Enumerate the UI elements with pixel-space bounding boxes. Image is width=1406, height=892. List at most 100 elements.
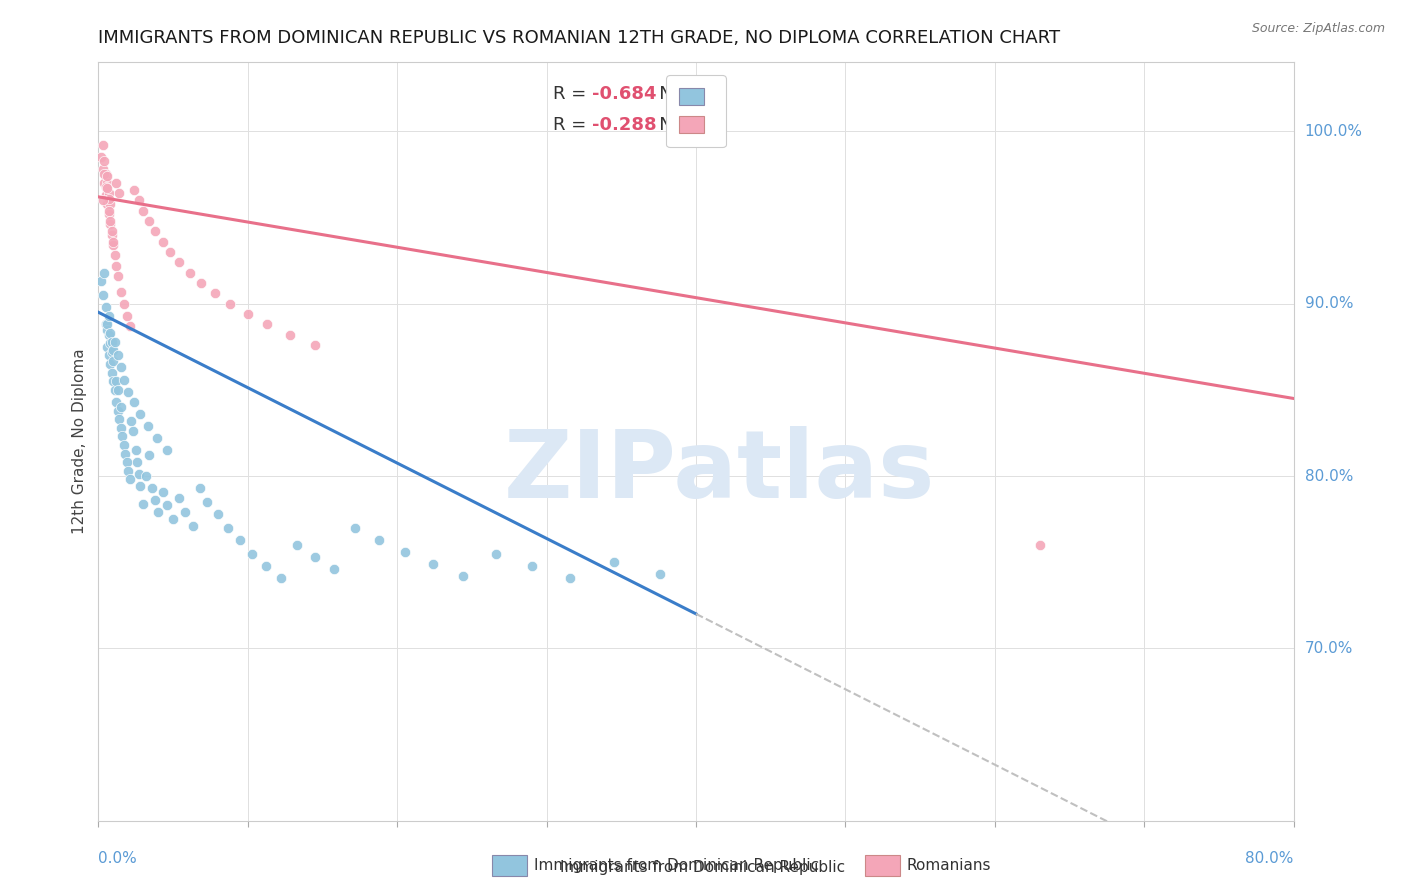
Point: [98, 357, 122, 371]
Point: [179, 266, 201, 280]
Point: [96, 169, 118, 184]
Point: [219, 296, 242, 310]
Point: [145, 431, 167, 445]
Point: [128, 194, 150, 208]
Point: [207, 507, 229, 521]
Point: [98, 214, 122, 228]
Text: 83: 83: [692, 86, 717, 103]
Point: [127, 455, 149, 469]
Point: [107, 383, 129, 397]
Point: [94, 168, 117, 182]
Point: [422, 557, 444, 571]
Point: [394, 545, 416, 559]
Point: [105, 374, 128, 388]
Point: [236, 307, 259, 321]
Point: [1028, 538, 1050, 552]
Point: [93, 176, 115, 190]
Point: [94, 300, 117, 314]
Point: [96, 181, 118, 195]
Point: [98, 326, 122, 340]
Point: [304, 549, 326, 564]
Point: [97, 309, 120, 323]
Point: [156, 498, 179, 512]
Point: [304, 338, 326, 352]
Text: -0.288: -0.288: [592, 116, 657, 134]
Text: N =: N =: [643, 86, 699, 103]
Text: ZIPatlas: ZIPatlas: [505, 425, 935, 518]
FancyBboxPatch shape: [865, 855, 900, 876]
Point: [101, 334, 124, 349]
Point: [344, 521, 367, 535]
Point: [107, 403, 129, 417]
Point: [254, 558, 277, 573]
Point: [96, 322, 118, 336]
Point: [124, 395, 146, 409]
Point: [97, 207, 120, 221]
Point: [101, 345, 124, 359]
Point: [138, 448, 160, 462]
Point: [129, 407, 152, 421]
Text: 90.0%: 90.0%: [1305, 296, 1353, 311]
Point: [104, 334, 127, 349]
Point: [107, 269, 129, 284]
Point: [93, 168, 115, 182]
Point: [104, 383, 127, 397]
Text: 51: 51: [692, 116, 717, 134]
Point: [97, 186, 120, 201]
Point: [136, 419, 159, 434]
Point: [97, 327, 120, 342]
Text: Immigrants from Dominican Republic: Immigrants from Dominican Republic: [561, 860, 845, 874]
Point: [650, 567, 672, 582]
Point: [117, 464, 139, 478]
Point: [115, 309, 138, 323]
Point: [96, 318, 118, 332]
Point: [174, 505, 197, 519]
Point: [91, 138, 114, 153]
Point: [152, 235, 174, 249]
Point: [93, 153, 115, 168]
Point: [112, 296, 135, 310]
Point: [124, 183, 146, 197]
Point: [125, 443, 148, 458]
Point: [96, 196, 118, 211]
Point: [141, 481, 163, 495]
Point: [105, 259, 128, 273]
Point: [110, 421, 132, 435]
Point: [143, 224, 166, 238]
Point: [103, 353, 125, 368]
Point: [167, 491, 190, 506]
Text: 70.0%: 70.0%: [1305, 640, 1353, 656]
Point: [278, 327, 301, 342]
Point: [105, 395, 128, 409]
Point: [103, 238, 125, 252]
Point: [156, 443, 179, 458]
Point: [110, 285, 132, 299]
Point: [181, 519, 204, 533]
Point: [132, 497, 155, 511]
Point: [256, 318, 278, 332]
Point: [143, 493, 166, 508]
Point: [107, 348, 129, 362]
Point: [105, 176, 128, 190]
Point: [190, 276, 212, 290]
Text: 80.0%: 80.0%: [1305, 468, 1353, 483]
Point: [323, 562, 346, 576]
Point: [148, 505, 170, 519]
Point: [98, 218, 122, 232]
Point: [485, 547, 508, 561]
Point: [97, 348, 120, 362]
Point: [96, 340, 118, 354]
Point: [270, 571, 292, 585]
Text: R =: R =: [553, 86, 592, 103]
Point: [90, 274, 112, 288]
Point: [285, 538, 308, 552]
Legend: , : ,: [666, 75, 725, 147]
Point: [111, 429, 134, 443]
Text: R =: R =: [553, 116, 592, 134]
Point: [103, 343, 125, 358]
Point: [93, 266, 115, 280]
FancyBboxPatch shape: [492, 855, 527, 876]
Point: [118, 473, 141, 487]
Point: [603, 555, 626, 569]
Point: [97, 203, 120, 218]
